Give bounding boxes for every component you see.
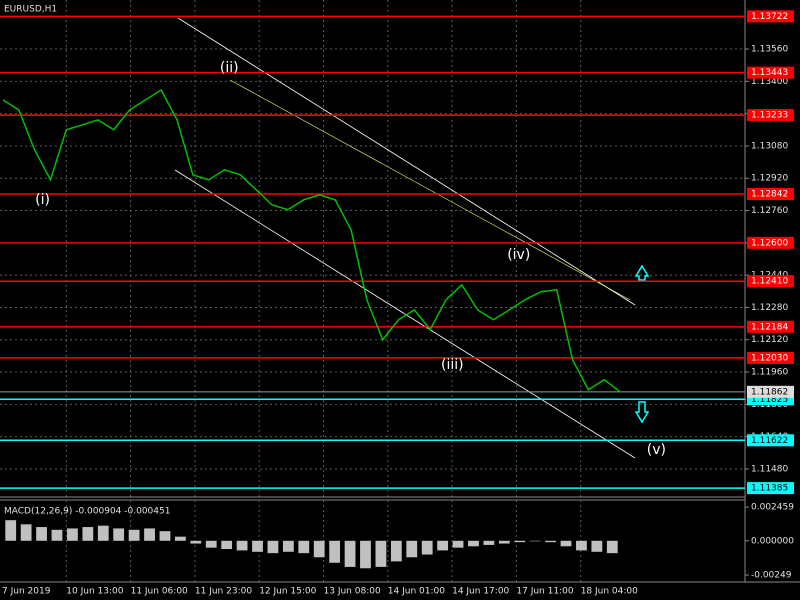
x-tick-label: 14 Jun 17:00 bbox=[452, 587, 509, 597]
macd-bar bbox=[190, 540, 202, 544]
x-tick-label: 17 Jun 11:00 bbox=[516, 587, 573, 597]
level-label: 1.13233 bbox=[751, 111, 788, 121]
up-arrow bbox=[634, 264, 650, 281]
last-price-label: 1.11862 bbox=[751, 387, 788, 397]
y-tick-label: 1.11480 bbox=[751, 464, 788, 474]
macd-bar bbox=[282, 540, 294, 552]
macd-bar bbox=[591, 540, 603, 552]
chart-title: EURUSD,H1 bbox=[4, 5, 57, 15]
level-label: 1.13722 bbox=[751, 12, 788, 22]
y-tick-label: 1.13080 bbox=[751, 141, 788, 151]
macd-bar bbox=[82, 527, 94, 541]
macd-bar bbox=[468, 540, 479, 547]
macd-bar bbox=[236, 540, 248, 551]
macd-bar bbox=[560, 540, 572, 547]
macd-bar bbox=[483, 540, 495, 545]
macd-bar bbox=[221, 540, 233, 550]
y-tick-label: 1.12120 bbox=[751, 335, 788, 345]
y-tick-label: 0.002459 bbox=[751, 503, 794, 513]
y-tick-label: 1.12280 bbox=[751, 303, 788, 313]
macd-bar bbox=[606, 540, 618, 554]
macd-bar bbox=[252, 540, 263, 552]
macd-bar bbox=[313, 540, 325, 558]
down-arrow bbox=[634, 401, 650, 424]
level-label-box bbox=[747, 109, 794, 122]
level-label: 1.12410 bbox=[751, 277, 788, 287]
macd-bar bbox=[20, 524, 32, 541]
macd-bar bbox=[205, 540, 217, 548]
macd-bar bbox=[390, 540, 402, 562]
level-label-box bbox=[747, 187, 794, 200]
macd-bar bbox=[344, 540, 356, 567]
macd-bar bbox=[360, 540, 371, 569]
wave-label: (iii) bbox=[441, 357, 464, 373]
channel-line bbox=[177, 17, 636, 306]
x-tick-label: 14 Jun 01:00 bbox=[388, 587, 445, 597]
channel-line bbox=[229, 79, 631, 301]
level-label: 1.12842 bbox=[751, 189, 788, 199]
macd-bar bbox=[498, 540, 510, 544]
x-tick-label: 11 Jun 06:00 bbox=[131, 587, 188, 597]
macd-bar bbox=[144, 528, 155, 541]
macd-bar bbox=[159, 531, 171, 541]
y-tick-label: 1.12760 bbox=[751, 206, 788, 216]
macd-bar bbox=[437, 540, 449, 551]
y-tick-label: 1.11960 bbox=[751, 368, 788, 378]
y-tick-label: 1.13400 bbox=[751, 77, 788, 87]
level-label: 1.12184 bbox=[751, 322, 788, 332]
x-tick-label: 11 Jun 23:00 bbox=[195, 587, 252, 597]
y-tick-label: 1.12920 bbox=[751, 174, 788, 184]
level-label: 1.11825 bbox=[751, 395, 788, 405]
level-label: 1.11385 bbox=[751, 484, 788, 494]
macd-bar bbox=[174, 536, 186, 541]
y-tick-label: 0.000000 bbox=[751, 536, 794, 546]
macd-bar bbox=[576, 540, 587, 551]
macd-bar bbox=[5, 520, 17, 541]
macd-title: MACD(12,26,9) -0.000904 -0.000451 bbox=[4, 507, 170, 517]
level-label: 1.12600 bbox=[751, 238, 788, 248]
macd-bar bbox=[545, 540, 556, 543]
macd-bar bbox=[51, 529, 63, 541]
level-label-box bbox=[747, 351, 794, 364]
wave-label: (ii) bbox=[220, 60, 239, 76]
last-price-box bbox=[747, 385, 794, 398]
macd-bar bbox=[329, 540, 341, 563]
level-label: 1.13443 bbox=[751, 68, 788, 78]
wave-label: (i) bbox=[35, 192, 50, 208]
x-tick-label: 7 Jun 2019 bbox=[2, 587, 51, 597]
level-label-box bbox=[747, 275, 794, 288]
level-label-box bbox=[747, 66, 794, 79]
level-label-box bbox=[747, 482, 794, 495]
macd-bar bbox=[529, 540, 541, 542]
level-label: 1.12030 bbox=[751, 353, 788, 363]
macd-bar bbox=[421, 540, 433, 555]
level-label-box bbox=[747, 236, 794, 249]
wave-label: (v) bbox=[647, 442, 666, 458]
macd-bar bbox=[514, 540, 526, 543]
price-line bbox=[2, 88, 621, 393]
x-tick-label: 13 Jun 08:00 bbox=[324, 587, 381, 597]
level-label-box bbox=[747, 434, 794, 447]
macd-bar bbox=[67, 528, 78, 541]
channel-line bbox=[174, 169, 636, 459]
x-tick-label: 18 Jun 04:00 bbox=[581, 587, 638, 597]
macd-bar bbox=[406, 540, 418, 558]
macd-bar bbox=[113, 528, 125, 541]
x-tick-label: 10 Jun 13:00 bbox=[66, 587, 123, 597]
macd-bar bbox=[452, 540, 464, 548]
level-label: 1.11622 bbox=[751, 436, 788, 446]
macd-bar bbox=[128, 529, 140, 541]
x-tick-label: 12 Jun 15:00 bbox=[259, 587, 316, 597]
macd-bar bbox=[36, 527, 47, 541]
y-tick-label: 1.13560 bbox=[751, 45, 788, 55]
level-label-box bbox=[747, 10, 794, 23]
macd-bar bbox=[375, 540, 387, 567]
macd-bar bbox=[298, 540, 310, 554]
level-label-box bbox=[747, 320, 794, 333]
macd-bar bbox=[267, 540, 279, 554]
macd-bar bbox=[97, 525, 109, 541]
wave-label: (iv) bbox=[507, 247, 530, 263]
y-tick-label: -0.00249 bbox=[751, 570, 792, 580]
